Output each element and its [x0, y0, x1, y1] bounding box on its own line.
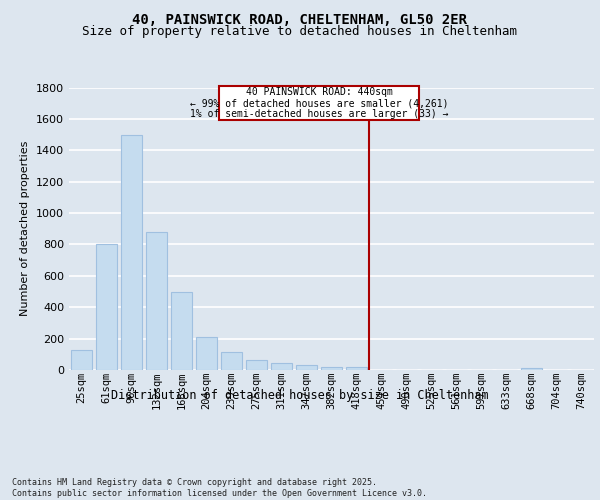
Bar	[146, 232, 167, 370]
Bar	[321, 366, 342, 370]
Bar	[96, 244, 117, 370]
Text: Distribution of detached houses by size in Cheltenham: Distribution of detached houses by size …	[111, 389, 489, 402]
Bar	[196, 337, 217, 370]
Bar	[171, 292, 192, 370]
Y-axis label: Number of detached properties: Number of detached properties	[20, 141, 31, 316]
Bar	[121, 134, 142, 370]
Bar	[221, 352, 242, 370]
Bar	[521, 368, 542, 370]
Text: 1% of semi-detached houses are larger (33) →: 1% of semi-detached houses are larger (3…	[190, 109, 448, 119]
Text: 40, PAINSWICK ROAD, CHELTENHAM, GL50 2ER: 40, PAINSWICK ROAD, CHELTENHAM, GL50 2ER	[133, 12, 467, 26]
Bar	[296, 364, 317, 370]
Text: ← 99% of detached houses are smaller (4,261): ← 99% of detached houses are smaller (4,…	[190, 98, 448, 108]
Bar	[346, 367, 367, 370]
Text: Contains HM Land Registry data © Crown copyright and database right 2025.
Contai: Contains HM Land Registry data © Crown c…	[12, 478, 427, 498]
Bar	[219, 86, 419, 120]
Bar	[271, 363, 292, 370]
Bar	[71, 350, 92, 370]
Text: Size of property relative to detached houses in Cheltenham: Size of property relative to detached ho…	[83, 25, 517, 38]
Bar	[246, 360, 267, 370]
Text: 40 PAINSWICK ROAD: 440sqm: 40 PAINSWICK ROAD: 440sqm	[245, 87, 392, 97]
